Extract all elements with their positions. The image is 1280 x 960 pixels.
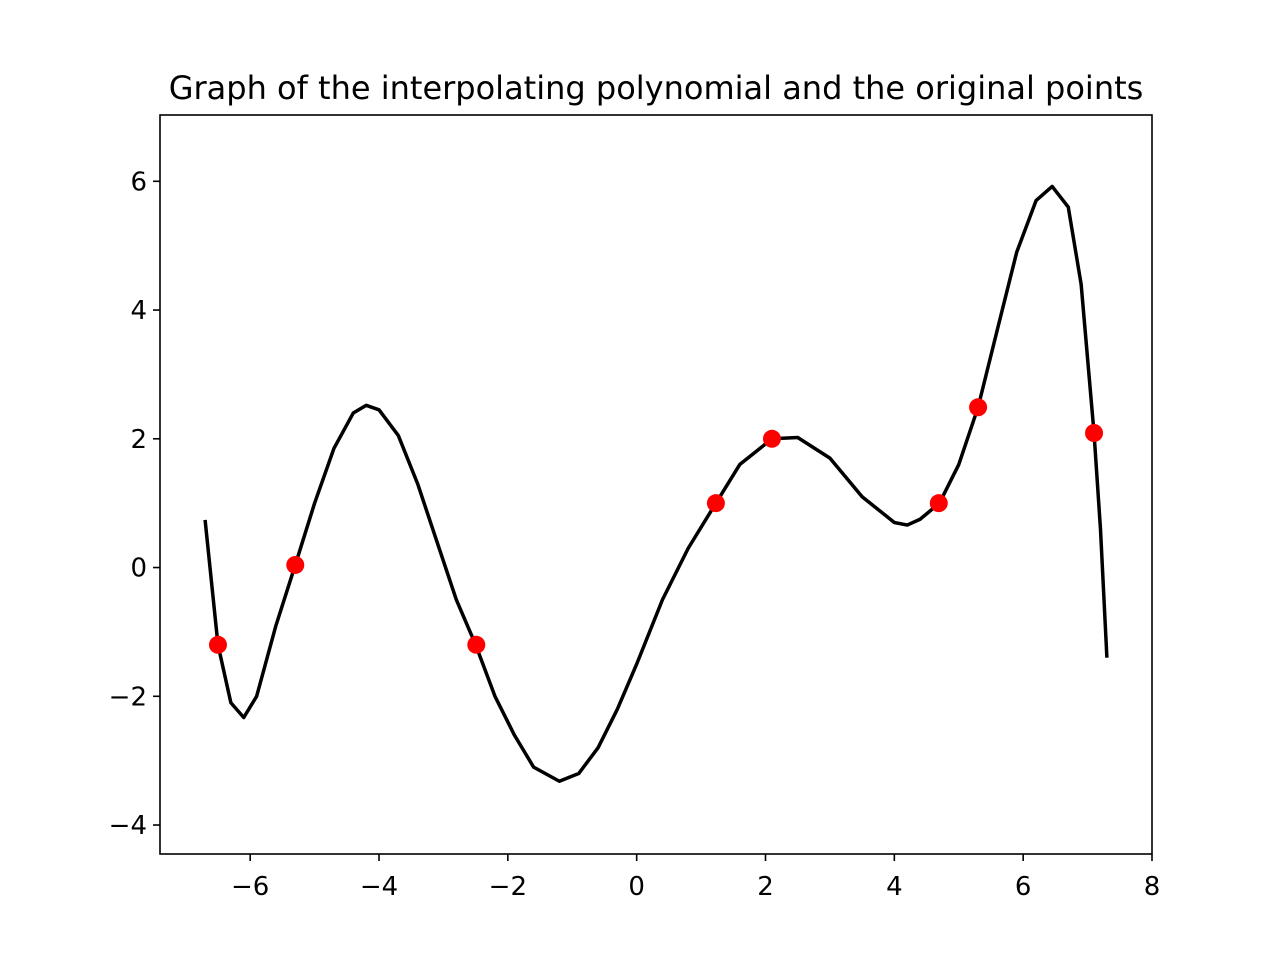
y-tick-label: 0 — [130, 554, 147, 584]
x-tick-label: −2 — [489, 872, 527, 902]
x-tick-label: −6 — [231, 872, 269, 902]
x-tick-label: 8 — [1144, 872, 1161, 902]
y-tick-label: −2 — [109, 682, 147, 712]
plot-frame — [159, 114, 1153, 855]
point — [1085, 424, 1104, 443]
point — [208, 635, 227, 654]
x-tick-label: 6 — [1015, 872, 1032, 902]
point — [706, 494, 725, 513]
point — [467, 635, 486, 654]
x-tick-label: −4 — [360, 872, 398, 902]
chart-title: Graph of the interpolating polynomial an… — [169, 69, 1144, 107]
curve — [203, 184, 1109, 784]
x-tick-label: 0 — [628, 872, 645, 902]
point — [969, 398, 988, 417]
x-tick-label: 2 — [757, 872, 774, 902]
point — [762, 429, 781, 448]
y-tick-label: 2 — [130, 425, 147, 455]
y-tick-label: 4 — [130, 296, 147, 326]
y-tick-label: −4 — [109, 811, 147, 841]
x-tick-label: 4 — [886, 872, 903, 902]
y-tick-label: 6 — [130, 167, 147, 197]
point — [286, 555, 305, 574]
point — [929, 494, 948, 513]
